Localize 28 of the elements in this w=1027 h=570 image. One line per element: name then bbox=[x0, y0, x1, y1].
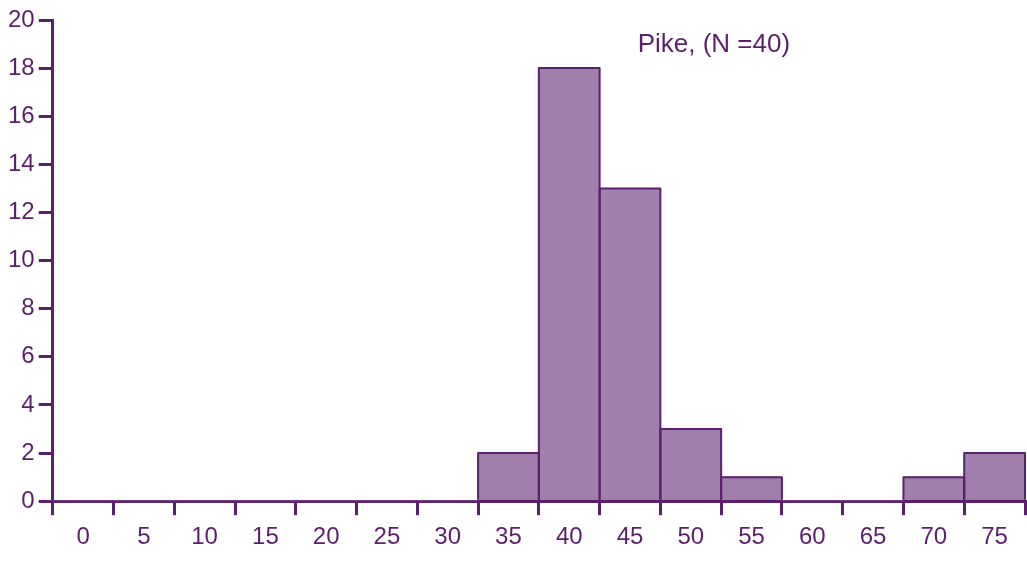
y-tick-label: 6 bbox=[21, 341, 35, 369]
x-tick-label: 45 bbox=[616, 522, 644, 550]
y-tick-label: 2 bbox=[21, 437, 35, 465]
x-tick-label: 35 bbox=[495, 522, 522, 550]
x-tick-label: 55 bbox=[738, 522, 765, 550]
x-tick-label: 40 bbox=[555, 522, 583, 550]
x-tick-label: 60 bbox=[798, 522, 826, 550]
x-tick-label: 75 bbox=[981, 522, 1008, 550]
x-tick-label: 10 bbox=[191, 522, 218, 550]
x-tick-label: 70 bbox=[920, 522, 948, 550]
y-tick-label: 14 bbox=[7, 148, 35, 176]
y-tick-label: 8 bbox=[21, 293, 35, 321]
x-tick-label: 30 bbox=[434, 522, 462, 550]
x-tick-label: 5 bbox=[137, 522, 151, 550]
x-tick-label: 0 bbox=[76, 522, 90, 550]
x-tick-label: 20 bbox=[312, 522, 340, 550]
y-tick-label: 20 bbox=[7, 4, 35, 32]
chart-title: Pike, (N =40) bbox=[637, 28, 791, 59]
y-tick-label: 12 bbox=[7, 197, 35, 225]
x-tick-label: 25 bbox=[373, 522, 401, 550]
x-tick-label: 15 bbox=[252, 522, 279, 550]
y-tick-label: 16 bbox=[7, 100, 35, 128]
y-tick-label: 18 bbox=[7, 52, 35, 80]
y-tick-label: 0 bbox=[21, 485, 35, 513]
y-tick-label: 10 bbox=[7, 245, 35, 273]
y-tick-label: 4 bbox=[21, 389, 35, 417]
x-tick-label: 65 bbox=[859, 522, 887, 550]
x-tick-label: 50 bbox=[677, 522, 705, 550]
